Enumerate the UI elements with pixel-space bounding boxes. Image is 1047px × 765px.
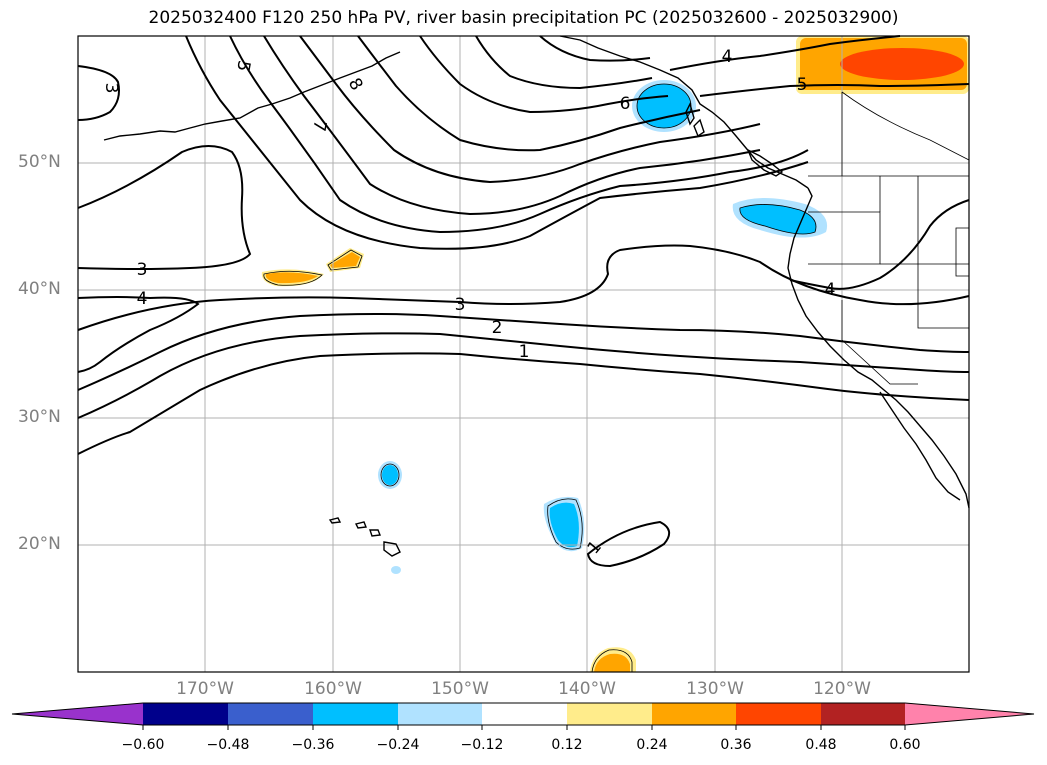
- contour-label: 3: [137, 260, 148, 280]
- colorbar-tick-label: 0.24: [636, 737, 668, 753]
- precip-strong-negative-area: [382, 465, 398, 485]
- colorbar-tick-label: 0.36: [720, 737, 752, 753]
- contour-label: 6: [620, 94, 631, 114]
- contour-label: 7: [308, 119, 330, 133]
- lon-label: 160°W: [304, 679, 362, 699]
- colorbar-tick-label: −0.36: [291, 737, 335, 753]
- contour-label: 5: [797, 75, 808, 95]
- map-frame: [77, 35, 970, 673]
- precip-positive-area: [594, 653, 630, 672]
- colorbar-tick-label: −0.48: [206, 737, 250, 753]
- precip-negative-area: [391, 566, 401, 574]
- colorbar-segment: [313, 703, 398, 725]
- colorbar-extend-min: [12, 703, 143, 725]
- lat-label: 20°N: [18, 534, 61, 554]
- political-borders: [808, 91, 970, 385]
- colorbar-ticks: [142, 725, 906, 730]
- lon-label: 140°W: [558, 679, 616, 699]
- colorbar-tick-label: 0.48: [805, 737, 837, 753]
- colorbar-segment: [567, 703, 652, 725]
- contour-label: 2: [492, 318, 503, 338]
- contour-label: 1: [519, 342, 530, 362]
- colorbar: [11, 702, 1035, 730]
- lat-label: 40°N: [18, 279, 61, 299]
- lon-label: 130°W: [686, 679, 744, 699]
- precip-positive-area: [330, 252, 360, 268]
- contour-label: 4: [722, 47, 733, 67]
- precip-strong-positive-area: [840, 48, 964, 80]
- contour-label: 4: [825, 280, 836, 300]
- map-panel: [78, 36, 969, 672]
- precip-shading: [261, 36, 969, 672]
- colorbar-tick-label: 0.60: [889, 737, 921, 753]
- precip-strong-negative-area: [549, 502, 579, 548]
- precip-outlines: [263, 83, 817, 673]
- pv-contours: [77, 35, 970, 568]
- colorbar-tick-label: 0.12: [551, 737, 583, 753]
- precip-strong-negative-area: [637, 84, 691, 128]
- precip-strong-negative-area: [739, 204, 816, 234]
- colorbar-extend-max: [905, 703, 1034, 725]
- colorbar-tick-label: −0.60: [121, 737, 165, 753]
- lat-label: 30°N: [18, 407, 61, 427]
- colorbar-segment: [821, 703, 905, 725]
- colorbar-segment: [652, 703, 736, 725]
- colorbar-segment: [143, 703, 228, 725]
- precip-positive-area: [265, 272, 318, 284]
- colorbar-segment: [482, 703, 567, 725]
- coastlines: [103, 35, 970, 557]
- contour-label: 4: [137, 289, 148, 309]
- colorbar-tick-label: −0.24: [376, 737, 420, 753]
- colorbar-segment: [228, 703, 313, 725]
- lon-label: 170°W: [176, 679, 234, 699]
- contour-label: 3: [455, 295, 466, 315]
- colorbar-tick-label: −0.12: [460, 737, 504, 753]
- map-title: 2025032400 F120 250 hPa PV, river basin …: [148, 8, 899, 28]
- contour-label-group: 3 5 8 7 3 4 6 4 5 3 2 1 4 1: [101, 47, 835, 558]
- graticule: [78, 36, 969, 672]
- colorbar-segment: [398, 703, 482, 725]
- lon-label: 120°W: [813, 679, 871, 699]
- colorbar-segment: [736, 703, 821, 725]
- lat-label: 50°N: [18, 152, 61, 172]
- contour-label: 3: [101, 83, 121, 94]
- lon-label: 150°W: [431, 679, 489, 699]
- contour-label: 5: [232, 59, 254, 73]
